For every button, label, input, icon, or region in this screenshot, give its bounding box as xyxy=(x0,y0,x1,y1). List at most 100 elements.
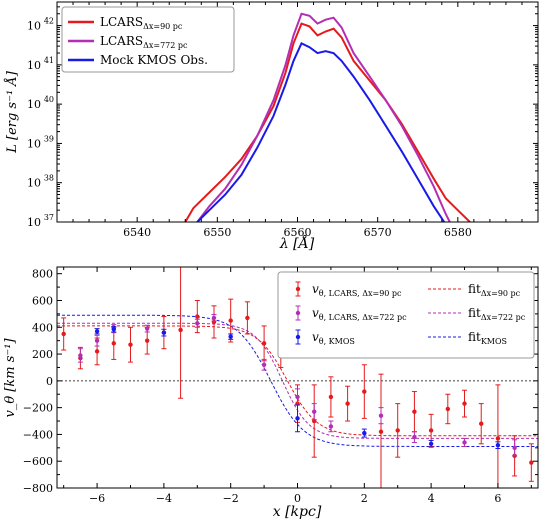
rotation-legend-marker xyxy=(295,286,301,292)
rotation-legend-box xyxy=(277,271,535,359)
rotation-ytick-label: 800 xyxy=(32,268,53,281)
rotation-xtick-label: −6 xyxy=(89,492,105,505)
rotation-ytick-label: −400 xyxy=(23,428,53,441)
rotation-data-point xyxy=(245,315,250,321)
rotation-data-point xyxy=(328,394,334,400)
spectrum-ylabel: L [erg s⁻¹ Å] xyxy=(4,70,20,153)
rotation-xtick-label: 0 xyxy=(294,492,301,505)
rotation-data-point xyxy=(111,341,116,346)
rotation-data-point xyxy=(144,338,150,343)
rotation-data-point xyxy=(445,406,451,412)
spectrum-ytick-label: 10 xyxy=(27,216,41,229)
rotation-ytick-label: −800 xyxy=(23,482,53,495)
rotation-data-point xyxy=(61,331,66,337)
spectrum-xtick-label: 6540 xyxy=(123,226,151,239)
rotation-data-point xyxy=(462,401,467,406)
rotation-legend: vθ, LCARS, Δx=90 pc vθ, LCARS, Δx=722 pc v… xyxy=(277,271,535,359)
rotation-xtick-label: 6 xyxy=(494,492,501,505)
rotation-data-point xyxy=(428,441,434,446)
rotation-data-point xyxy=(378,413,384,418)
spectrum-ytick-label: 10 xyxy=(27,98,41,111)
spectrum-series-line-2 xyxy=(196,41,446,222)
spectrum-ytick-exponent: 39 xyxy=(44,134,54,143)
rotation-data-point xyxy=(228,318,233,323)
rotation-panel: −6 −4 −2 0 2 4 6−800−600−400−2000200400600800 … xyxy=(3,266,539,520)
rotation-data-point xyxy=(529,460,534,465)
spectrum-legend-box xyxy=(61,6,235,73)
rotation-ytick-label: 0 xyxy=(46,375,53,388)
rotation-data-point xyxy=(495,442,501,448)
rotation-data-point xyxy=(479,421,484,426)
spectrum-ytick-label: 10 xyxy=(27,137,41,150)
spectrum-lines xyxy=(184,12,471,222)
rotation-xtick-label: 2 xyxy=(361,492,368,505)
spectrum-xtick-label: 6570 xyxy=(364,226,392,239)
rotation-data-point xyxy=(295,394,300,400)
rotation-ticks: −6 −4 −2 0 2 4 6 −800 −600 −400 −200 0 200 400 600 800 xyxy=(23,267,538,505)
rotation-ytick-label: 400 xyxy=(32,321,53,334)
rotation-data-point xyxy=(495,436,501,441)
rotation-ytick-label: 200 xyxy=(32,348,53,361)
spectrum-ytick-exponent: 37 xyxy=(44,213,54,222)
spectrum-ytick-label: 10 xyxy=(27,177,41,190)
rotation-data-point xyxy=(94,349,100,354)
rotation-data-point xyxy=(412,434,417,440)
spectrum-ytick-exponent: 40 xyxy=(44,95,54,104)
spectrum-series-line-1 xyxy=(196,12,451,222)
rotation-legend-label: fitΔx=90 pc xyxy=(468,282,521,298)
rotation-data-point xyxy=(295,416,300,421)
rotation-data-point xyxy=(195,314,200,319)
rotation-data-point xyxy=(378,429,384,434)
rotation-data-point xyxy=(195,321,200,326)
spectrum-legend-label: Mock KMOS Obs. xyxy=(100,53,208,67)
rotation-xlabel: x [kpc] xyxy=(273,504,322,520)
rotation-xtick-label: −2 xyxy=(223,492,239,505)
rotation-data-point xyxy=(512,445,517,451)
rotation-legend-label: vθ, KMOS xyxy=(312,330,355,346)
spectrum-xtick-label: 6550 xyxy=(203,226,231,239)
rotation-data-point xyxy=(94,338,100,343)
spectrum-ytick-exponent: 38 xyxy=(44,174,54,183)
spectrum-series-line-0 xyxy=(184,22,471,222)
spectrum-xtick-label: 6580 xyxy=(444,226,472,239)
rotation-data-point xyxy=(128,342,133,347)
spectrum-legend: LCARSΔx=90 pc LCARSΔx=772 pc Mock KMOS Obs… xyxy=(61,6,235,73)
rotation-ytick-label: 600 xyxy=(32,294,53,307)
rotation-data-point xyxy=(328,424,334,429)
rotation-data-point xyxy=(211,315,217,321)
spectrum-ytick-label: 10 xyxy=(27,59,41,72)
spectrum-ytick-exponent: 42 xyxy=(44,17,54,26)
rotation-data-point xyxy=(395,428,400,433)
rotation-data-point xyxy=(94,329,100,334)
rotation-data-point xyxy=(362,389,367,394)
rotation-data-point xyxy=(362,430,367,436)
spectrum-xtick-label: 6560 xyxy=(284,226,312,239)
spectrum-legend-label: LCARSΔx=772 pc xyxy=(100,34,188,50)
spectrum-legend-label: LCARSΔx=90 pc xyxy=(100,15,183,31)
rotation-legend-marker xyxy=(295,310,301,316)
rotation-data-point xyxy=(161,330,167,335)
spectrum-series-group xyxy=(184,12,471,222)
rotation-data-point xyxy=(261,362,267,367)
rotation-legend-marker xyxy=(295,334,301,340)
rotation-data-point xyxy=(462,440,467,445)
rotation-legend-label: vθ, LCARS, Δx=722 pc xyxy=(312,306,407,322)
rotation-xtick-label: −4 xyxy=(156,492,172,505)
spectrum-ytick-label: 10 xyxy=(27,20,41,33)
rotation-data-point xyxy=(345,401,350,406)
rotation-ylabel: v_θ [km s⁻¹] xyxy=(3,338,18,418)
rotation-data-point xyxy=(178,327,183,333)
rotation-data-point xyxy=(428,428,434,433)
rotation-data-point xyxy=(261,341,267,346)
rotation-xtick-label: 4 xyxy=(428,492,435,505)
rotation-data-point xyxy=(412,409,417,414)
rotation-legend-label: fitKMOS xyxy=(468,330,507,346)
rotation-data-point xyxy=(228,334,233,339)
spectrum-xlabel: λ [Å] xyxy=(279,234,315,252)
rotation-data-point xyxy=(312,409,317,414)
rotation-legend-label: vθ, LCARS, Δx=90 pc xyxy=(312,282,402,298)
rotation-data-point xyxy=(144,326,150,331)
